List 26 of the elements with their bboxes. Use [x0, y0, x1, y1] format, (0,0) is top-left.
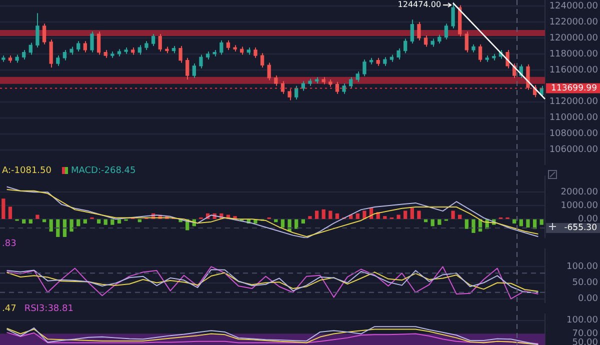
y-tick-label: 0.00	[578, 294, 598, 304]
y-tick-label: 100.00	[566, 262, 598, 272]
series-label: A:-1081.50	[2, 166, 52, 176]
series-label: .47	[2, 304, 16, 314]
y-tick-label: 50.00	[572, 278, 598, 288]
annotation: 124474.00	[398, 0, 442, 10]
ref-line-label: 113699.99	[551, 83, 597, 94]
text: .83	[2, 238, 16, 249]
y-tick-label: 108000.00	[549, 129, 598, 140]
y-tick-label: 50.00	[572, 338, 598, 345]
text: RSI3:38.81	[24, 304, 74, 314]
y-tick-label: 70.00	[572, 329, 598, 340]
y-tick-label: 124000.00	[549, 1, 598, 12]
y-tick-label: 110000.00	[549, 113, 598, 124]
y-tick-label: 106000.00	[549, 145, 598, 156]
y-tick-label: 112000.00	[549, 97, 598, 108]
y-tick-label: 116000.00	[549, 65, 598, 76]
y-tick-label: 1000.00	[560, 200, 598, 211]
y-tick-label: 118000.00	[549, 49, 598, 60]
y-tick-label: 122000.00	[549, 17, 598, 28]
y-tick-label: 2000.00	[560, 188, 598, 198]
y-tick-label: 120000.00	[549, 33, 598, 44]
y-tick-label: 100.00	[566, 316, 598, 326]
y-tick-label: 0.00	[578, 214, 598, 224]
legend-label: MACD:-268.45	[71, 166, 136, 176]
ref-line-label: -655.30	[564, 223, 597, 234]
